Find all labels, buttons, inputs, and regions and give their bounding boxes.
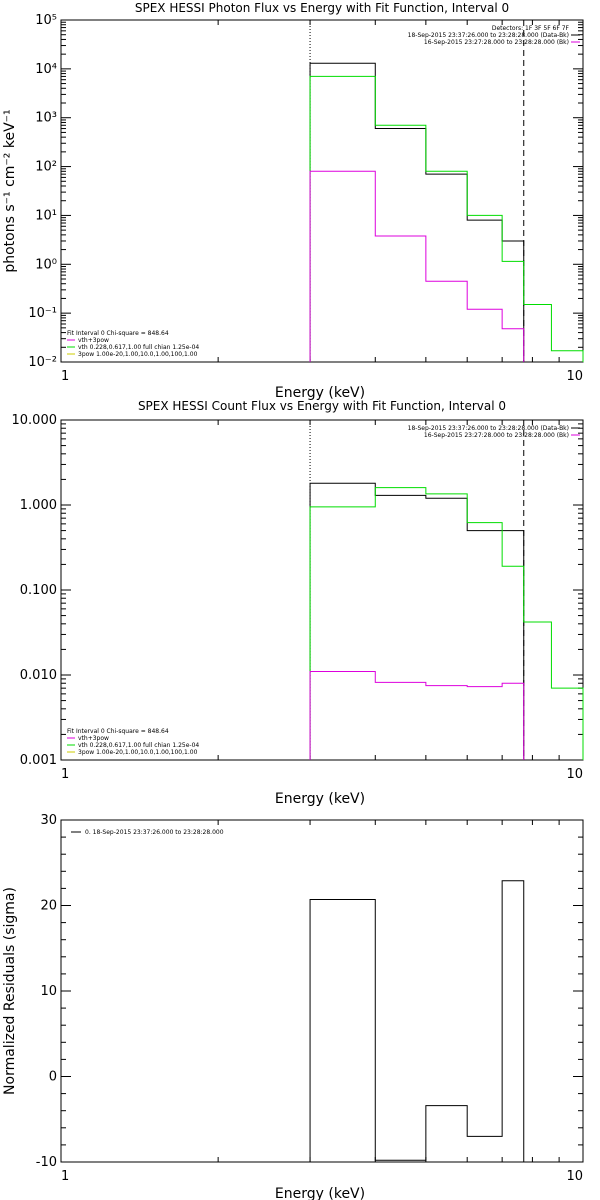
y-tick-labels: 10⁻² 10⁻¹ 10⁰ 10¹ 10² 10³ 10⁴ 10⁵ [28, 13, 57, 370]
x-tick-labels: 1 10 [61, 1169, 583, 1184]
series-group [309, 482, 584, 760]
y-tick-label: 10¹ [35, 208, 57, 223]
legend-entry: 18-Sep-2015 23:37:26.000 to 23:28:28.000… [408, 425, 569, 432]
panel-title: SPEX HESSI Photon Flux vs Energy with Fi… [135, 1, 509, 15]
count-flux-panel: SPEX HESSI Count Flux vs Energy with Fit… [12, 399, 584, 807]
series-group [309, 62, 584, 362]
y-tick-labels: -10 0 10 20 30 [36, 813, 57, 1170]
legend-top: 18-Sep-2015 23:37:26.000 to 23:28:28.000… [408, 425, 580, 439]
x-tick-label: 10 [566, 369, 583, 384]
plot-frame [60, 419, 584, 761]
photon-flux-panel: SPEX HESSI Photon Flux vs Energy with Fi… [2, 1, 584, 401]
x-tick-labels: 1 10 [61, 767, 583, 782]
x-axis-label: Energy (keV) [275, 791, 365, 807]
series-step-line [309, 880, 525, 1162]
residuals-panel: -10 0 10 20 30 1 10 0. 18-Sep-2015 23:37:26.0… [2, 813, 584, 1200]
x-axis-label: Energy (keV) [275, 1186, 365, 1200]
reference-lines [309, 420, 525, 760]
series-group [309, 880, 525, 1162]
series-step-line [309, 75, 584, 362]
legend-entry: 3pow 1.00e-20,1.00,10.0,1.00,100,1.00 [78, 351, 198, 358]
legend-entry: Detectors: 1F 3F 5F 6F 7F [492, 25, 570, 32]
x-tick-label: 10 [566, 767, 583, 782]
y-tick-label: -10 [36, 1155, 57, 1170]
series-step-line [309, 482, 525, 760]
x-tick-labels: 1 10 [61, 369, 583, 384]
legend-entry: vth+3pow [78, 735, 109, 742]
y-tick-label: 10⁴ [35, 62, 57, 77]
series-step-line [309, 170, 525, 362]
legend-entry: Fit Interval 0 Chi-square = 848.64 [67, 330, 169, 337]
y-tick-label: 10.000 [12, 413, 58, 428]
legend-entry: vth 0.228,0.617,1.00 full chian 1.25e-04 [78, 344, 199, 351]
y-tick-label: 10³ [35, 111, 57, 126]
y-tick-label: 0 [49, 1070, 57, 1085]
y-tick-label: 10² [35, 160, 57, 175]
panel-title: SPEX HESSI Count Flux vs Energy with Fit… [138, 399, 506, 413]
y-tick-label: 1.000 [20, 498, 57, 513]
tick-marks [60, 19, 584, 363]
y-tick-label: 10⁻² [28, 355, 57, 370]
legend-bottom: Fit Interval 0 Chi-square = 848.64vth+3p… [67, 728, 199, 756]
legend-entry: 3pow 1.00e-20,1.00,10.0,1.00,100,1.00 [78, 749, 198, 756]
y-axis-label: Normalized Residuals (sigma) [2, 887, 18, 1095]
legend-bottom: Fit Interval 0 Chi-square = 848.64vth+3p… [67, 330, 199, 358]
plot-frame [60, 819, 584, 1163]
x-tick-label: 1 [61, 1169, 69, 1184]
reference-lines [309, 20, 525, 362]
x-tick-label: 10 [566, 1169, 583, 1184]
y-tick-label: 10⁰ [35, 257, 57, 272]
y-tick-label: 0.100 [20, 583, 57, 598]
legend-entry: 16-Sep-2015 23:27:28.000 to 23:28:28.000… [424, 432, 569, 439]
y-tick-label: 20 [40, 899, 57, 914]
legend-entry: vth 0.228,0.617,1.00 full chian 1.25e-04 [78, 742, 199, 749]
legend-entry: 16-Sep-2015 23:27:28.000 to 23:28:28.000… [424, 39, 569, 46]
legend-entry: vth+3pow [78, 337, 109, 344]
series-step-line [309, 670, 525, 760]
x-tick-label: 1 [61, 369, 69, 384]
y-tick-label: 30 [40, 813, 57, 828]
y-tick-label: 10⁵ [35, 13, 57, 28]
legend-entry: 0. 18-Sep-2015 23:37:26.000 to 23:28:28.… [85, 829, 224, 836]
tick-marks [60, 419, 584, 761]
y-tick-label: 0.010 [20, 668, 57, 683]
y-tick-labels: 0.001 0.010 0.100 1.000 10.000 [12, 413, 58, 768]
legend-top: 0. 18-Sep-2015 23:37:26.000 to 23:28:28.… [71, 829, 224, 836]
y-tick-label: 10⁻¹ [28, 306, 57, 321]
tick-marks [60, 819, 584, 1163]
x-axis-label: Energy (keV) [275, 385, 365, 401]
legend-entry: Fit Interval 0 Chi-square = 848.64 [67, 728, 169, 735]
x-tick-label: 1 [61, 767, 69, 782]
legend-entry: 18-Sep-2015 23:37:26.000 to 23:28:28.000… [408, 32, 569, 39]
plot-frame [60, 19, 584, 363]
series-step-line [309, 62, 525, 362]
series-step-line [309, 487, 584, 760]
y-axis-label: photons s⁻¹ cm⁻² keV⁻¹ [2, 109, 18, 272]
y-tick-label: 10 [40, 984, 57, 999]
y-tick-label: 0.001 [20, 753, 57, 768]
